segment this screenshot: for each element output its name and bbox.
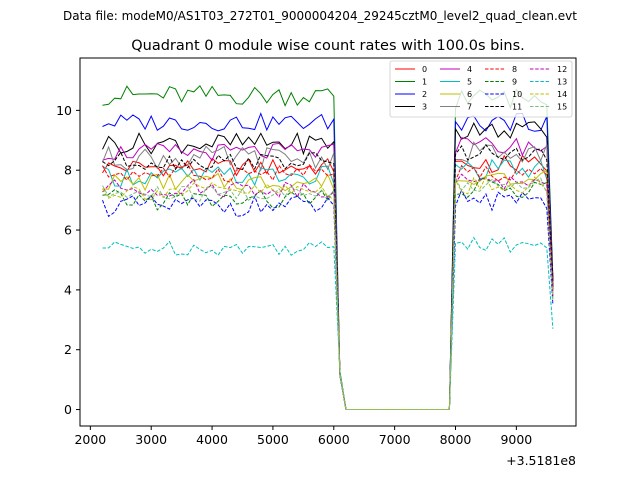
series-line-14 [102,176,554,410]
legend-label-7: 7 [467,103,472,112]
series-line-10 [102,188,554,410]
legend-label-4: 4 [467,65,472,74]
legend-label-2: 2 [422,90,427,99]
x-tick-label: 5000 [257,432,289,447]
x-tick-label: 4000 [196,432,228,447]
legend-label-0: 0 [422,65,427,74]
legend-label-10: 10 [512,90,522,99]
series-layer [102,84,554,410]
legend-label-6: 6 [467,90,472,99]
y-tick-label: 4 [64,282,72,297]
x-tick-label: 6000 [318,432,350,447]
series-line-3 [102,121,554,410]
series-line-8 [102,163,554,410]
series-line-5 [102,158,554,410]
y-axis: 0 2 4 6 8 10 [56,103,80,417]
y-tick-label: 6 [64,223,72,238]
series-line-9 [102,177,554,410]
x-tick-label: 3000 [135,432,167,447]
series-line-12 [102,173,554,410]
series-line-6 [102,169,554,410]
y-tick-label: 0 [64,402,72,417]
legend-label-8: 8 [512,65,517,74]
axes-frame [79,57,577,427]
legend-label-15: 15 [557,103,567,112]
series-line-13 [102,236,554,410]
y-tick-label: 8 [64,163,72,178]
series-line-7 [102,141,554,410]
series-line-15 [102,177,554,410]
figure-suptitle: Data file: modeM0/AS1T03_272T01_90000042… [63,9,577,23]
x-tick-label: 7000 [379,432,411,447]
legend-label-13: 13 [557,78,567,87]
series-line-11 [102,143,554,410]
legend-label-14: 14 [557,90,567,99]
legend-label-9: 9 [512,78,517,87]
series-line-2 [102,112,554,410]
y-tick-label: 2 [64,342,72,357]
x-tick-label: 8000 [440,432,472,447]
legend-label-12: 12 [557,65,567,74]
series-line-0 [102,154,554,410]
series-line-4 [102,137,554,410]
legend-label-11: 11 [512,103,522,112]
x-tick-label: 2000 [74,432,106,447]
legend-label-1: 1 [422,78,427,87]
x-tick-label: 9000 [500,432,532,447]
chart-title: Quadrant 0 module wise count rates with … [131,38,525,54]
x-axis-offset-label: +3.5181e8 [506,453,576,468]
x-axis: 2000 3000 4000 5000 6000 7000 8000 9000 [74,426,532,447]
y-tick-label: 10 [56,103,72,118]
legend-label-5: 5 [467,78,472,87]
legend-box [389,60,573,118]
legend-label-3: 3 [422,103,427,112]
